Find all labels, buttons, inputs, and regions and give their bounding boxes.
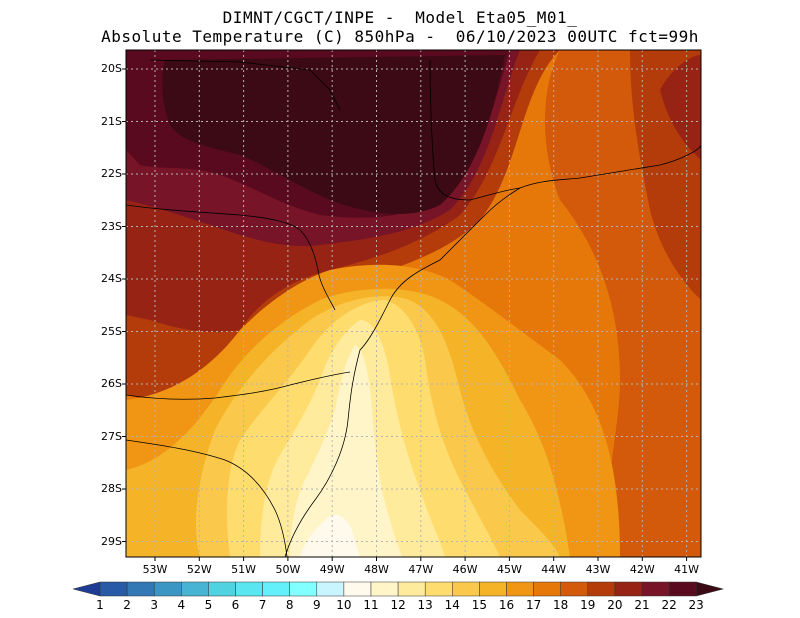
colorbar-label: 20 (607, 598, 623, 612)
temperature-zone-11 (300, 514, 360, 557)
coastline-borders (126, 59, 701, 557)
temperature-zone-12 (290, 345, 402, 557)
colorbar-label: 12 (390, 598, 406, 612)
colorbar-label: 10 (336, 598, 352, 612)
longitude-label: 46W (452, 563, 478, 576)
colorbar-label: 11 (363, 598, 379, 612)
colorbar-swatch (614, 581, 643, 597)
latitude-label: 27S (101, 429, 122, 443)
colorbar-swatch (235, 581, 263, 597)
colorbar-label: 14 (444, 598, 460, 612)
longitude-label: 51W (231, 563, 257, 576)
latitude-label: 24S (101, 272, 122, 285)
colorbar-swatch (370, 581, 399, 597)
longitude-label: 52W (186, 563, 212, 576)
colorbar-label: 2 (123, 598, 131, 612)
colorbar-label: 17 (525, 598, 542, 612)
latitude-label: 29S (101, 534, 122, 548)
colorbar-swatch (153, 581, 182, 597)
colorbar-label: 5 (204, 598, 213, 612)
colorbar-label: 19 (580, 598, 596, 612)
colorbar-swatch (208, 581, 236, 597)
latitude-label: 26S (101, 377, 122, 390)
colorbar-label: 4 (177, 598, 186, 612)
longitude-label: 50W (275, 563, 301, 576)
colorbar-label: 22 (661, 598, 677, 612)
longitude-label: 48W (364, 563, 389, 576)
longitude-label: 42W (629, 563, 655, 576)
colorbar-label: 16 (498, 598, 515, 612)
colorbar-label: 18 (553, 598, 569, 612)
colorbar-swatch (397, 581, 426, 597)
colorbar-arrow-right (695, 581, 725, 597)
colorbar-swatch (479, 581, 507, 597)
longitude-label: 47W (408, 563, 434, 576)
colorbar-swatch (452, 581, 480, 597)
colorbar-label: 3 (150, 598, 158, 612)
temperature-zone-23 (162, 55, 505, 215)
colorbar-label: 21 (634, 598, 650, 612)
longitude-label: 44W (541, 563, 567, 576)
colorbar-swatch (587, 581, 616, 597)
latitude-label: 25S (101, 324, 122, 338)
latitude-label: 22S (101, 167, 122, 180)
colorbar-swatch (506, 581, 534, 597)
latitude-label: 23S (101, 219, 122, 233)
temperature-zone-21 (660, 55, 701, 160)
colorbar-label: 23 (688, 598, 704, 612)
colorbar-arrow-left (72, 581, 101, 597)
map-title-line-1: DIMNT/CGCT/INPE - Model Eta05_M01_ (222, 8, 578, 27)
longitude-label: 49W (319, 563, 345, 576)
longitude-label: 43W (585, 563, 611, 576)
latitude-label: 20S (101, 62, 122, 75)
longitude-label: 41W (674, 563, 700, 576)
colorbar-swatch (533, 581, 561, 597)
colorbar-swatch (424, 581, 453, 597)
latitude-label: 28S (101, 482, 122, 495)
map-title-line-2: Absolute Temperature (C) 850hPa - 06/10/… (101, 27, 699, 46)
colorbar (72, 581, 725, 597)
colorbar-label: 13 (417, 598, 433, 612)
colorbar-swatch (262, 581, 290, 597)
axis-ticks (122, 68, 688, 561)
map-frame (125, 49, 702, 558)
colorbar-swatch (181, 581, 209, 597)
colorbar-label: 9 (312, 598, 321, 612)
colorbar-label: 15 (471, 598, 488, 612)
colorbar-label: 6 (231, 598, 240, 612)
colorbar-swatch (343, 581, 372, 597)
colorbar-swatch (668, 581, 697, 597)
colorbar-label: 7 (258, 598, 267, 612)
latitude-label: 21S (101, 114, 122, 128)
longitude-label: 53W (142, 563, 168, 576)
map-gridlines (126, 50, 701, 557)
colorbar-swatch (126, 581, 155, 597)
colorbar-swatch (99, 581, 128, 597)
colorbar-swatch (316, 581, 345, 597)
colorbar-label: 8 (285, 598, 294, 612)
colorbar-swatch (289, 581, 318, 597)
colorbar-swatch (641, 581, 670, 597)
longitude-label: 45W (496, 563, 522, 576)
colorbar-swatch (560, 581, 589, 597)
colorbar-label: 1 (96, 598, 104, 612)
